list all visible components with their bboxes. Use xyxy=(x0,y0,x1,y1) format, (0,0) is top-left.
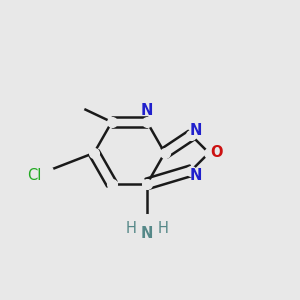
Text: H: H xyxy=(126,221,137,236)
Text: N: N xyxy=(141,103,153,118)
Text: N: N xyxy=(190,167,203,182)
Text: Cl: Cl xyxy=(27,168,42,183)
Text: N: N xyxy=(190,123,203,138)
Text: O: O xyxy=(210,146,223,160)
Text: H: H xyxy=(157,221,168,236)
Text: N: N xyxy=(141,226,153,241)
